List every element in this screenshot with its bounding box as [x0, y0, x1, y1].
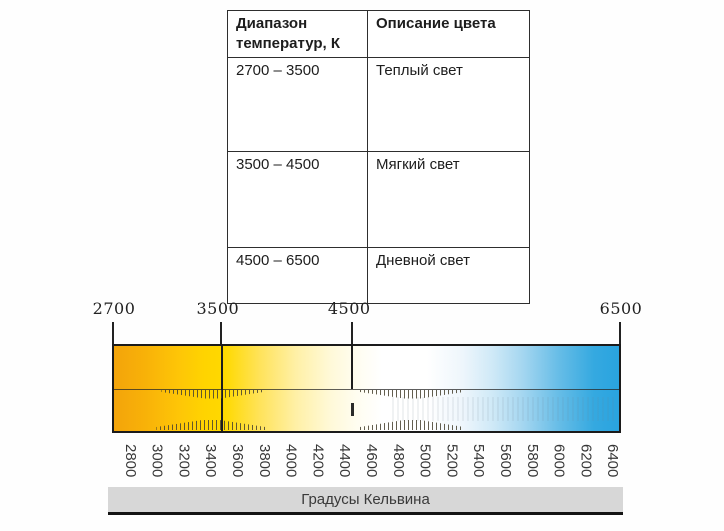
axis-title: Градусы Кельвина — [301, 491, 430, 508]
divider-line-4500 — [351, 346, 354, 389]
texture-noise — [391, 397, 614, 421]
minor-scale-labels: 2800 3000 3200 3400 3600 3800 4000 4200 … — [112, 438, 621, 484]
major-scale-label: 6500 — [599, 299, 643, 318]
minor-scale-label: 3800 — [255, 444, 273, 478]
divider-line-3500 — [221, 346, 224, 431]
table-header-range: Диапазон температур, К — [227, 10, 368, 58]
temperature-gradient-bar — [112, 344, 621, 433]
tick-comb — [359, 389, 464, 399]
major-tick — [219, 322, 222, 344]
tick-comb — [156, 420, 266, 430]
kelvin-scale: 2700 3500 4500 6500 2800 3000 3200 — [93, 299, 642, 484]
minor-scale-label: 6000 — [550, 444, 568, 478]
gradient-mid-line — [114, 388, 619, 390]
tick-comb — [161, 389, 264, 399]
minor-scale-label: 4200 — [309, 444, 327, 478]
major-scale-label: 3500 — [196, 299, 240, 318]
minor-scale-label: 5200 — [443, 444, 461, 478]
tick-comb — [359, 420, 464, 430]
table-row: 2700 – 3500 Теплый свет — [227, 56, 530, 152]
major-tick-row — [112, 322, 621, 344]
kelvin-axis-bar: Градусы Кельвина — [108, 487, 623, 515]
description-cell: Мягкий свет — [367, 150, 530, 248]
major-scale-label: 4500 — [327, 299, 371, 318]
major-tick — [619, 322, 621, 344]
range-cell: 3500 – 4500 — [227, 150, 368, 248]
minor-scale-label: 5800 — [523, 444, 541, 478]
major-tick — [351, 322, 354, 344]
minor-scale-label: 5400 — [470, 444, 488, 478]
minor-scale-label: 3600 — [228, 444, 246, 478]
major-scale-labels: 2700 3500 4500 6500 — [93, 299, 642, 319]
description-cell: Теплый свет — [367, 56, 530, 152]
major-tick — [112, 322, 114, 344]
minor-scale-label: 4800 — [389, 444, 407, 478]
major-scale-label: 2700 — [92, 299, 136, 318]
minor-scale-label: 5600 — [496, 444, 514, 478]
minor-scale-label: 6200 — [577, 444, 595, 478]
table-row: 4500 – 6500 Дневной свет — [227, 246, 530, 304]
minor-scale-label: 3400 — [202, 444, 220, 478]
minor-scale-label: 4600 — [362, 444, 380, 478]
description-cell: Дневной свет — [367, 246, 530, 304]
minor-scale-label: 3200 — [175, 444, 193, 478]
table-row: 3500 – 4500 Мягкий свет — [227, 150, 530, 248]
color-temperature-table: Диапазон температур, К Описание цвета 27… — [227, 10, 530, 304]
minor-scale-label: 4000 — [282, 444, 300, 478]
minor-scale-label: 4400 — [336, 444, 354, 478]
minor-scale-label: 2800 — [121, 444, 139, 478]
minor-scale-label: 3000 — [148, 444, 166, 478]
minor-scale-label: 6400 — [604, 444, 622, 478]
minor-scale-label: 5000 — [416, 444, 434, 478]
range-cell: 2700 – 3500 — [227, 56, 368, 152]
divider-line-4500-dash — [351, 402, 355, 416]
table-header-row: Диапазон температур, К Описание цвета — [227, 10, 530, 58]
table-header-description: Описание цвета — [367, 10, 530, 58]
range-cell: 4500 – 6500 — [227, 246, 368, 304]
